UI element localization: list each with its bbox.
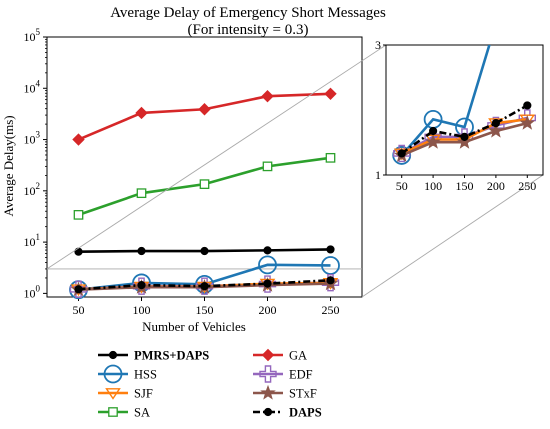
legend-marker [259,365,277,383]
main-plot: 50 100 150 200 250 100 101 102 103 104 105 [24,27,363,317]
inset-x-tick-label: 150 [456,179,474,193]
legend-marker [108,350,118,360]
series-line-ga [77,92,331,141]
legend-label: PMRS+DAPS [134,349,209,363]
x-tick-label: 200 [259,303,277,317]
chart-title: Average Delay of Emergency Short Message… [110,5,386,21]
data-point-daps [74,285,83,294]
legend-entry-daps: DAPS [253,406,322,420]
inset-data-point-stxf [425,133,441,149]
y-tick-label: 103 [24,130,41,147]
data-point-sa [199,179,210,189]
x-tick-label: 150 [196,303,214,317]
x-tick-label: 250 [322,303,340,317]
data-point-pmrs-daps [200,246,209,256]
legend-entry-ga: GA [253,349,307,363]
zoom-connector-line [46,44,387,270]
inset-data-point-daps [491,119,500,128]
inset-data-point-stxf [488,122,504,138]
data-point-pmrs-daps [326,245,335,254]
y-tick-label: 102 [24,181,41,198]
y-tick-label: 105 [24,27,41,44]
y-tick-label: 100 [24,283,41,300]
inset-series-group [392,15,536,165]
zoom-connector-line [361,174,544,298]
legend-marker [103,364,123,384]
data-point-sa [73,210,84,220]
y-tick-label: 101 [24,232,41,249]
y-tick-label: 104 [24,78,41,95]
legend-label: STxF [289,387,317,401]
legend: PMRS+DAPS GA HSS EDF SJF STxF SA DAPS [98,349,322,420]
legend-entry-sjf: SJF [98,387,153,401]
data-point-daps [263,279,272,288]
data-point-ga [135,106,148,120]
data-point-pmrs-daps [137,246,146,256]
main-plot-frame [46,36,363,298]
series-daps [74,276,335,294]
x-tick-label: 50 [73,303,85,317]
inset-data-point-daps [397,149,406,158]
legend-marker [263,407,273,417]
data-point-ga [72,133,85,146]
data-point-hss [258,255,277,275]
legend-label: SA [134,406,150,420]
inset-x-tick-label: 100 [424,179,442,193]
data-point-sa [262,161,273,172]
inset-series-line-hss [400,45,491,157]
data-point-daps [137,281,146,290]
data-point-ga [324,87,337,101]
legend-entry-pmrs-daps: PMRS+DAPS [98,349,209,363]
legend-marker [108,407,118,417]
series-pmrs-daps [74,245,335,256]
legend-label: EDF [289,368,313,382]
inset-x-tick-label: 50 [396,179,408,193]
x-axis-label: Number of Vehicles [142,319,246,334]
legend-entry-stxf: STxF [253,384,317,401]
data-point-pmrs-daps [263,246,272,255]
inset-data-point-daps [429,126,438,136]
legend-marker [261,348,275,362]
inset-y-tick-label: 3 [375,38,381,52]
data-point-sa [325,152,336,163]
legend-entry-edf: EDF [253,365,313,383]
series-ga [72,87,337,146]
legend-label: SJF [134,387,153,401]
series-sa [73,152,336,220]
inset-plot: 50 100 150 200 250 1 3 [46,15,544,298]
chart-subtitle: (For intensity = 0.3) [188,22,309,38]
legend-entry-sa: SA [98,406,150,420]
data-point-daps [326,276,335,285]
inset-x-tick-label: 250 [518,179,536,193]
inset-data-point-daps [523,101,532,110]
data-point-pmrs-daps [74,247,83,256]
inset-data-point-stxf [456,133,473,149]
inset-data-point-hss [487,15,504,32]
inset-data-point-stxf [519,114,536,130]
legend-marker [260,384,276,400]
inset-x-tick-label: 200 [487,179,505,193]
data-point-sa [136,188,147,199]
legend-label: HSS [134,368,157,382]
data-point-ga [198,103,211,116]
inset-series-daps [397,101,532,158]
data-point-ga [261,90,274,103]
inset-data-point-hss [519,18,536,35]
x-tick-label: 100 [133,303,151,317]
legend-entry-hss: HSS [98,364,157,384]
legend-marker [105,388,121,400]
inset-y-tick-label: 1 [375,168,381,182]
legend-label: DAPS [289,406,322,420]
legend-label: GA [289,349,307,363]
inset-data-point-daps [460,132,469,141]
data-point-daps [200,282,209,291]
y-axis-label: Average Delay(ms) [1,115,16,216]
